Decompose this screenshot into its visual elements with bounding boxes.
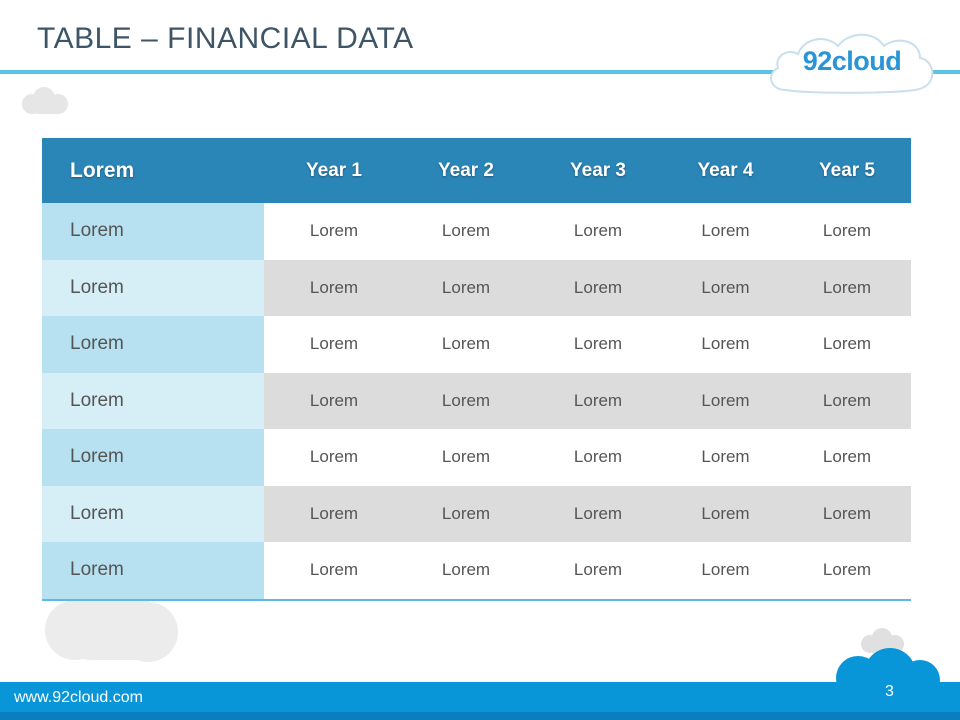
cloud-logo-icon: [770, 33, 934, 94]
table-row: Lorem Lorem Lorem Lorem Lorem Lorem: [42, 372, 911, 429]
table-cell: Lorem: [528, 485, 668, 542]
table-cell: Lorem: [264, 542, 404, 599]
table-cell: Lorem: [404, 372, 528, 429]
table-cell: Lorem: [783, 259, 911, 316]
row-label-cell: Lorem: [42, 485, 264, 542]
table-row: Lorem Lorem Lorem Lorem Lorem Lorem: [42, 203, 911, 260]
table-cell: Lorem: [264, 485, 404, 542]
table-cell: Lorem: [528, 542, 668, 599]
table-cell: Lorem: [404, 542, 528, 599]
financial-table-container: Lorem Year 1 Year 2 Year 3 Year 4 Year 5…: [42, 138, 911, 601]
column-header: Lorem: [70, 158, 135, 182]
cloud-decoration-icon: [836, 648, 940, 688]
table-cell: Lorem: [528, 316, 668, 373]
row-label-cell: Lorem: [42, 542, 264, 599]
table-cell: Lorem: [264, 429, 404, 486]
logo-wordmark: 92cloud: [802, 46, 902, 76]
table-row: Lorem Lorem Lorem Lorem Lorem Lorem: [42, 316, 911, 373]
table-cell: Lorem: [668, 259, 783, 316]
table-body: Lorem Lorem Lorem Lorem Lorem Lorem Lorem Lorem…: [42, 203, 911, 599]
cloud-decoration-icon: [22, 87, 68, 114]
row-label-cell: Lorem: [42, 259, 264, 316]
table-cell: Lorem: [783, 429, 911, 486]
table-cell: Lorem: [668, 429, 783, 486]
brand-logo: 92cloud: [764, 24, 940, 102]
table-cell: Lorem: [528, 429, 668, 486]
footer-strip: [0, 712, 960, 720]
table-cell: Lorem: [404, 429, 528, 486]
row-label-cell: Lorem: [42, 372, 264, 429]
table-cell: Lorem: [668, 542, 783, 599]
table-cell: Lorem: [264, 259, 404, 316]
table-row: Lorem Lorem Lorem Lorem Lorem Lorem: [42, 485, 911, 542]
row-label-cell: Lorem: [42, 429, 264, 486]
table-cell: Lorem: [404, 316, 528, 373]
table-cell: Lorem: [264, 203, 404, 260]
table-cell: Lorem: [668, 485, 783, 542]
table-cell: Lorem: [528, 259, 668, 316]
table-cell: Lorem: [783, 485, 911, 542]
column-header: Year 5: [819, 159, 875, 181]
cloud-decoration-icon: [45, 567, 178, 662]
page-number: 3: [885, 683, 894, 700]
table-cell: Lorem: [264, 372, 404, 429]
table-cell: Lorem: [783, 542, 911, 599]
column-header: Year 4: [697, 159, 754, 181]
table-cell: Lorem: [528, 372, 668, 429]
financial-table: Lorem Year 1 Year 2 Year 3 Year 4 Year 5…: [42, 138, 911, 599]
table-row: Lorem Lorem Lorem Lorem Lorem Lorem: [42, 259, 911, 316]
table-row: Lorem Lorem Lorem Lorem Lorem Lorem: [42, 542, 911, 599]
table-cell: Lorem: [528, 203, 668, 260]
table-cell: Lorem: [264, 316, 404, 373]
column-header: Year 3: [570, 159, 626, 181]
table-bottom-divider: [42, 598, 911, 601]
column-header: Year 1: [306, 159, 362, 181]
table-cell: Lorem: [668, 203, 783, 260]
page-title: TABLE – FINANCIAL DATA: [37, 22, 414, 55]
table-row: Lorem Lorem Lorem Lorem Lorem Lorem: [42, 429, 911, 486]
table-header-row: Lorem Year 1 Year 2 Year 3 Year 4 Year 5: [42, 138, 911, 203]
row-label-cell: Lorem: [42, 203, 264, 260]
title-divider: [0, 70, 960, 74]
table-cell: Lorem: [783, 203, 911, 260]
table-cell: Lorem: [404, 259, 528, 316]
row-label-cell: Lorem: [42, 316, 264, 373]
footer-url[interactable]: www.92cloud.com: [14, 689, 143, 706]
table-cell: Lorem: [783, 316, 911, 373]
table-cell: Lorem: [668, 316, 783, 373]
table-cell: Lorem: [404, 485, 528, 542]
column-header: Year 2: [438, 159, 494, 181]
table-cell: Lorem: [404, 203, 528, 260]
table-cell: Lorem: [668, 372, 783, 429]
table-cell: Lorem: [783, 372, 911, 429]
